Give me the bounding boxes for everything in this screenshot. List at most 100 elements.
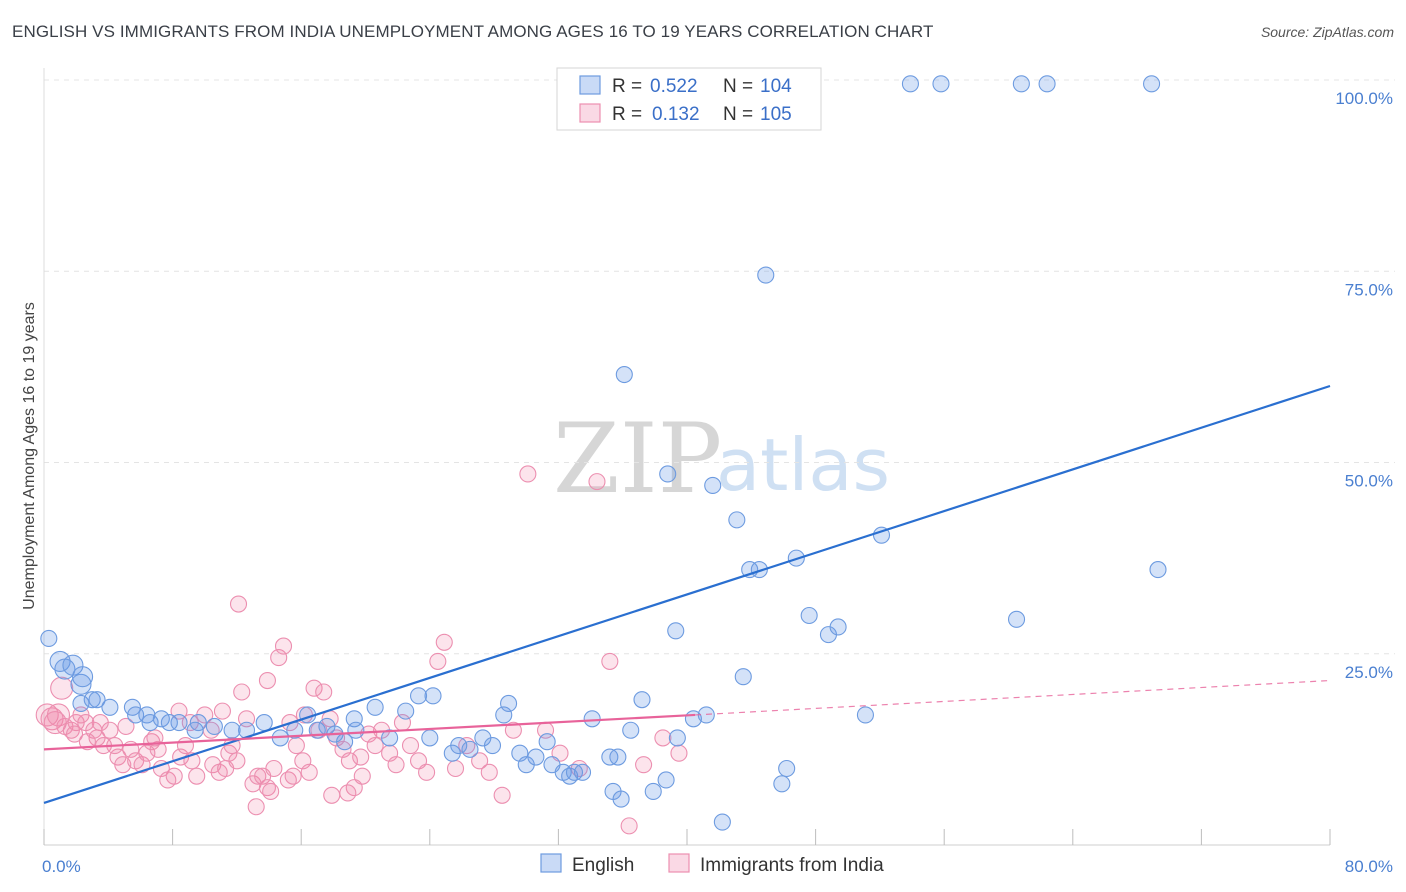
english-points xyxy=(40,75,1167,831)
india-point-86 xyxy=(258,671,276,690)
english-point-58 xyxy=(612,790,630,808)
english-point-77 xyxy=(773,775,791,793)
india-point-103 xyxy=(339,784,357,802)
english-point-15 xyxy=(160,714,178,732)
y-axis-label: Unemployment Among Ages 16 to 19 years xyxy=(21,302,38,610)
legend-english-r-label: R = xyxy=(612,76,642,97)
english-point-31 xyxy=(347,721,365,739)
english-point-4 xyxy=(70,673,92,695)
english-point-60 xyxy=(615,365,633,384)
english-point-9 xyxy=(101,698,119,716)
india-point-48 xyxy=(300,763,318,781)
y-tick-label-0: 100.0% xyxy=(1335,89,1393,108)
india-point-44 xyxy=(274,637,293,655)
y-tick-label-2: 50.0% xyxy=(1345,472,1393,491)
india-point-79 xyxy=(588,473,606,491)
legend-english-r-value: 0.522 xyxy=(650,76,698,97)
english-point-42 xyxy=(483,736,502,755)
english-point-40 xyxy=(461,740,479,758)
india-point-89 xyxy=(323,786,341,804)
axes xyxy=(43,68,1331,846)
watermark: ZIP atlas xyxy=(553,403,890,515)
english-point-89 xyxy=(1143,75,1161,93)
india-point-100 xyxy=(247,798,265,816)
english-point-79 xyxy=(800,606,818,625)
india-point-84 xyxy=(670,744,688,762)
x-tick-labels: 0.0% 80.0% xyxy=(42,857,1393,876)
watermark-zip: ZIP xyxy=(553,403,722,515)
legend: R = 0.522 N = 104 R = 0.132 N = 105 xyxy=(556,67,822,131)
chart-title: ENGLISH VS IMMIGRANTS FROM INDIA UNEMPLO… xyxy=(12,22,934,41)
legend-india-r-label: R = xyxy=(612,104,642,125)
watermark-atlas: atlas xyxy=(716,423,890,507)
english-point-66 xyxy=(668,729,686,747)
india-point-25 xyxy=(176,736,195,755)
english-point-13 xyxy=(141,714,159,732)
english-point-61 xyxy=(633,691,651,709)
india-trend-line-extension xyxy=(695,679,1331,716)
trend-lines xyxy=(43,384,1331,804)
legend-india-n-label: N = xyxy=(723,104,753,125)
y-tick-label-3: 25.0% xyxy=(1345,663,1393,682)
english-point-69 xyxy=(704,476,722,495)
india-point-67 xyxy=(429,652,447,670)
english-point-0 xyxy=(40,629,58,648)
y-tick-label-1: 75.0% xyxy=(1345,280,1393,299)
english-point-16 xyxy=(170,714,188,732)
english-point-19 xyxy=(205,717,223,735)
english-point-86 xyxy=(1007,610,1026,628)
india-point-93 xyxy=(117,717,135,735)
chart-source: Source: ZipAtlas.com xyxy=(1260,24,1394,40)
english-point-47 xyxy=(527,748,545,766)
india-point-59 xyxy=(366,736,384,755)
india-point-104 xyxy=(353,767,371,785)
india-point-3 xyxy=(50,676,74,700)
english-point-87 xyxy=(1012,75,1030,93)
india-point-27 xyxy=(188,767,206,785)
bottom-legend-india-label: Immigrants from India xyxy=(700,855,884,876)
english-point-84 xyxy=(901,75,919,93)
india-point-46 xyxy=(287,736,305,755)
india-point-92 xyxy=(146,729,164,747)
legend-english-n-label: N = xyxy=(723,76,753,97)
english-trend-line xyxy=(43,384,1331,804)
india-point-85 xyxy=(229,595,248,613)
english-point-64 xyxy=(659,465,677,483)
english-point-72 xyxy=(728,511,746,529)
india-point-23 xyxy=(165,767,183,785)
legend-box xyxy=(556,67,822,131)
legend-india-swatch xyxy=(579,103,601,123)
india-point-62 xyxy=(387,756,405,774)
india-point-74 xyxy=(504,721,522,739)
india-points xyxy=(35,465,688,835)
english-point-37 xyxy=(421,729,439,747)
india-point-95 xyxy=(78,733,96,751)
english-point-39 xyxy=(450,736,468,755)
english-point-14 xyxy=(152,710,170,728)
english-point-20 xyxy=(223,721,241,739)
india-point-75 xyxy=(519,465,537,483)
india-point-72 xyxy=(480,763,498,781)
english-point-57 xyxy=(609,748,627,766)
english-point-5 xyxy=(72,666,94,688)
english-point-36 xyxy=(424,687,442,705)
english-point-85 xyxy=(932,75,950,93)
english-point-6 xyxy=(72,694,90,713)
legend-india-r-value: 0.132 xyxy=(652,104,700,125)
english-point-82 xyxy=(856,706,874,724)
india-point-42 xyxy=(265,759,283,778)
india-point-94 xyxy=(91,714,109,732)
y-tick-labels: 100.0% 75.0% 50.0% 25.0% xyxy=(1335,89,1393,682)
english-point-7 xyxy=(83,691,101,709)
legend-english-n-value: 104 xyxy=(760,76,792,97)
bottom-legend-english-swatch xyxy=(540,853,562,873)
english-point-54 xyxy=(583,710,601,728)
english-point-63 xyxy=(657,771,675,789)
india-point-71 xyxy=(471,752,489,770)
india-point-64 xyxy=(401,736,420,755)
india-point-14 xyxy=(114,756,132,774)
bottom-legend-india-swatch xyxy=(668,853,690,873)
english-point-62 xyxy=(644,782,662,801)
india-point-66 xyxy=(418,763,436,781)
